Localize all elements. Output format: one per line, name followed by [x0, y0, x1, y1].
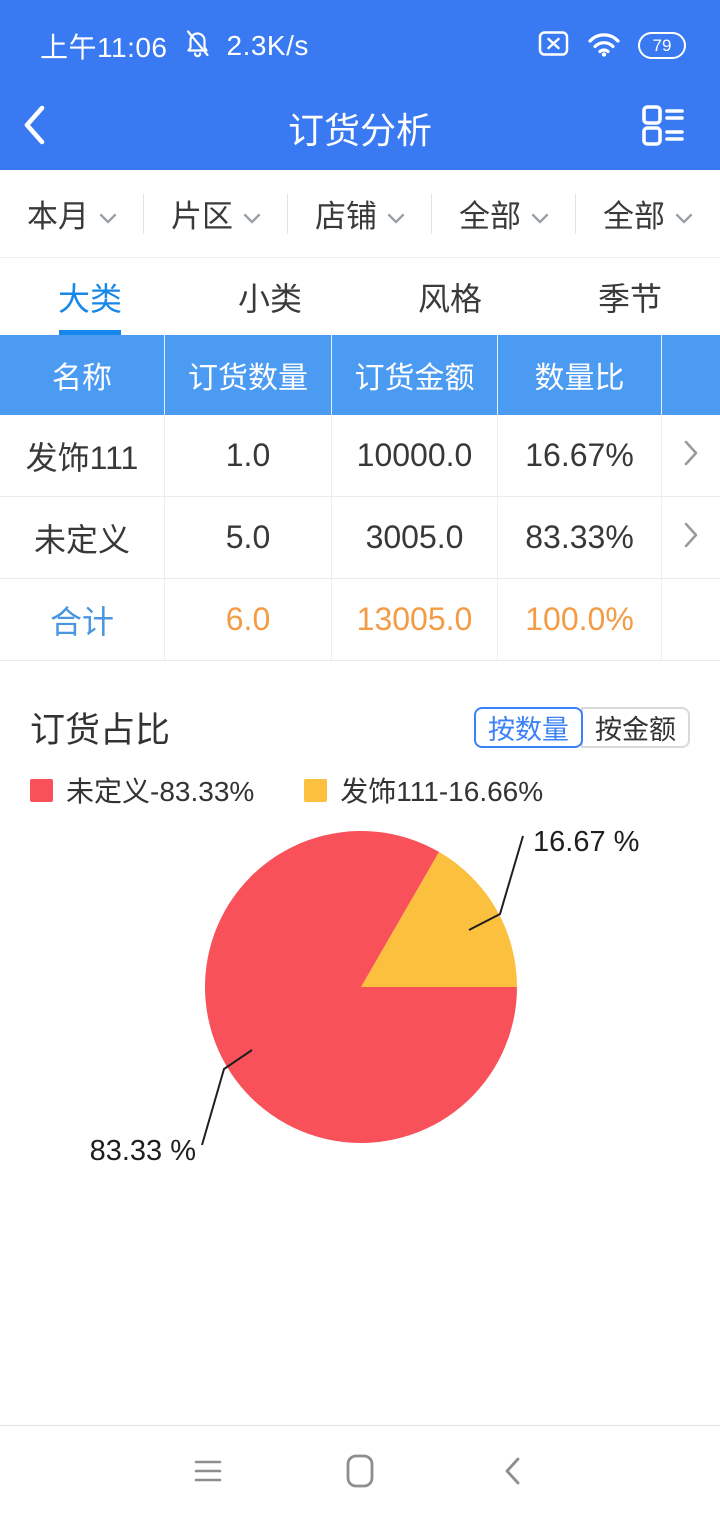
chevron-down-icon	[531, 196, 549, 232]
table-cell-name: 发饰111	[0, 415, 165, 496]
table-row[interactable]: 未定义 5.0 3005.0 83.33%	[0, 497, 720, 579]
recents-button[interactable]	[188, 1453, 228, 1493]
pie-chart: 16.67 % 83.33 %	[90, 826, 640, 1167]
android-nav-bar	[0, 1425, 720, 1520]
total-cell-quantity_ratio: 100.0%	[498, 579, 662, 660]
filter-dropdown-1[interactable]: 片区	[144, 170, 288, 257]
total-cell-amount: 13005.0	[332, 579, 498, 660]
back-chevron-icon	[22, 104, 46, 151]
no-sim-icon	[537, 29, 570, 63]
table-cell-quantity: 5.0	[165, 497, 332, 578]
pie-label-yellow: 16.67 %	[533, 826, 639, 858]
muted-bell-icon	[184, 28, 211, 64]
chevron-down-icon	[387, 196, 405, 232]
status-time: 上午11:06	[40, 31, 168, 63]
chart-section-title: 订货占比	[30, 710, 171, 750]
total-cell-name: 合计	[0, 579, 165, 660]
chart-mode-toggle: 按数量 按金额	[474, 706, 690, 748]
app-bar: 订货分析	[0, 85, 720, 170]
recents-menu-icon	[191, 1457, 225, 1490]
table-cell-amount: 10000.0	[332, 415, 498, 496]
toggle-按金额[interactable]: 按金额	[581, 706, 690, 748]
pie-legend: 未定义-83.33% 发饰111-16.66%	[30, 770, 543, 810]
filter-label: 本月	[27, 199, 89, 234]
table-body: 发饰111 1.0 10000.0 16.67% 未定义 5.0 3005.0 83.33% 合…	[0, 415, 720, 661]
table-header-cell: 名称	[0, 335, 165, 415]
pie-label-red: 83.33 %	[90, 1135, 196, 1167]
legend-swatch	[30, 778, 53, 802]
filter-label: 全部	[603, 199, 665, 234]
chevron-down-icon	[675, 196, 693, 232]
chevron-right-icon	[684, 437, 699, 474]
table-header-cell: 数量比	[498, 335, 662, 415]
filter-dropdown-0[interactable]: 本月	[0, 170, 144, 257]
page-title: 订货分析	[287, 109, 432, 151]
back-icon	[502, 1455, 522, 1492]
legend-label: 发饰111-16.66%	[340, 776, 544, 807]
order-table: 名称 订货数量 订货金额 数量比 发饰111 1.0 10000.0 16.67% 未定义 5.…	[0, 335, 720, 661]
total-cell-quantity: 6.0	[165, 579, 332, 660]
table-row[interactable]: 发饰111 1.0 10000.0 16.67%	[0, 415, 720, 497]
filter-label: 店铺	[315, 199, 377, 234]
row-detail-button[interactable]	[662, 415, 720, 496]
home-button[interactable]	[340, 1453, 380, 1493]
tab-风格[interactable]: 风格	[417, 280, 482, 317]
table-cell-quantity_ratio: 83.33%	[498, 497, 662, 578]
chevron-right-icon	[684, 519, 699, 556]
home-icon	[344, 1453, 376, 1494]
chart-section-header: 订货占比 按数量 按金额	[0, 700, 720, 754]
table-header-cell-empty	[662, 335, 720, 415]
table-cell-quantity: 1.0	[165, 415, 332, 496]
pie-slice-发饰111[interactable]	[361, 851, 517, 987]
pie-slice-未定义[interactable]	[205, 830, 517, 1143]
filter-label: 片区	[171, 199, 233, 234]
table-header-cell: 订货金额	[332, 335, 498, 415]
back-button[interactable]	[22, 102, 66, 154]
table-header-cell: 订货数量	[165, 335, 332, 415]
status-net-speed: 2.3K/s	[226, 29, 309, 61]
pie-label-line-yellow	[468, 835, 524, 931]
pie-slices[interactable]	[205, 830, 517, 1143]
tab-季节[interactable]: 季节	[597, 280, 662, 317]
battery-icon: 79	[638, 32, 686, 59]
filter-dropdown-4[interactable]: 全部	[576, 170, 720, 257]
table-header-row: 名称 订货数量 订货金额 数量比	[0, 335, 720, 415]
chevron-down-icon	[99, 196, 117, 232]
table-cell-name: 未定义	[0, 497, 165, 578]
filter-dropdown-3[interactable]: 全部	[432, 170, 576, 257]
wifi-icon	[586, 30, 622, 62]
tab-小类[interactable]: 小类	[237, 280, 302, 317]
table-cell-quantity_ratio: 16.67%	[498, 415, 662, 496]
legend-item-0[interactable]: 未定义-83.33%	[30, 770, 254, 810]
legend-swatch	[304, 778, 328, 802]
filter-label: 全部	[459, 199, 521, 234]
view-switch-button[interactable]	[638, 103, 688, 153]
total-cell-empty	[662, 579, 720, 660]
category-tabs: 大类 小类 风格 季节	[0, 258, 720, 335]
status-bar: 上午11:06 2.3K/s	[0, 0, 720, 85]
pie-label-line-red	[201, 1049, 253, 1146]
tab-大类[interactable]: 大类	[0, 258, 180, 335]
chevron-down-icon	[243, 196, 261, 232]
legend-label: 未定义-83.33%	[66, 776, 255, 807]
legend-item-1[interactable]: 发饰111-16.66%	[304, 770, 543, 810]
table-cell-amount: 3005.0	[332, 497, 498, 578]
filter-dropdown-2[interactable]: 店铺	[288, 170, 432, 257]
toggle-按数量[interactable]: 按数量	[474, 706, 583, 748]
table-total-row: 合计 6.0 13005.0 100.0%	[0, 579, 720, 661]
nav-back-button[interactable]	[492, 1453, 532, 1493]
filter-row: 本月 片区 店铺 全部 全部	[0, 170, 720, 258]
row-detail-button[interactable]	[662, 497, 720, 578]
list-grid-icon	[639, 101, 687, 154]
